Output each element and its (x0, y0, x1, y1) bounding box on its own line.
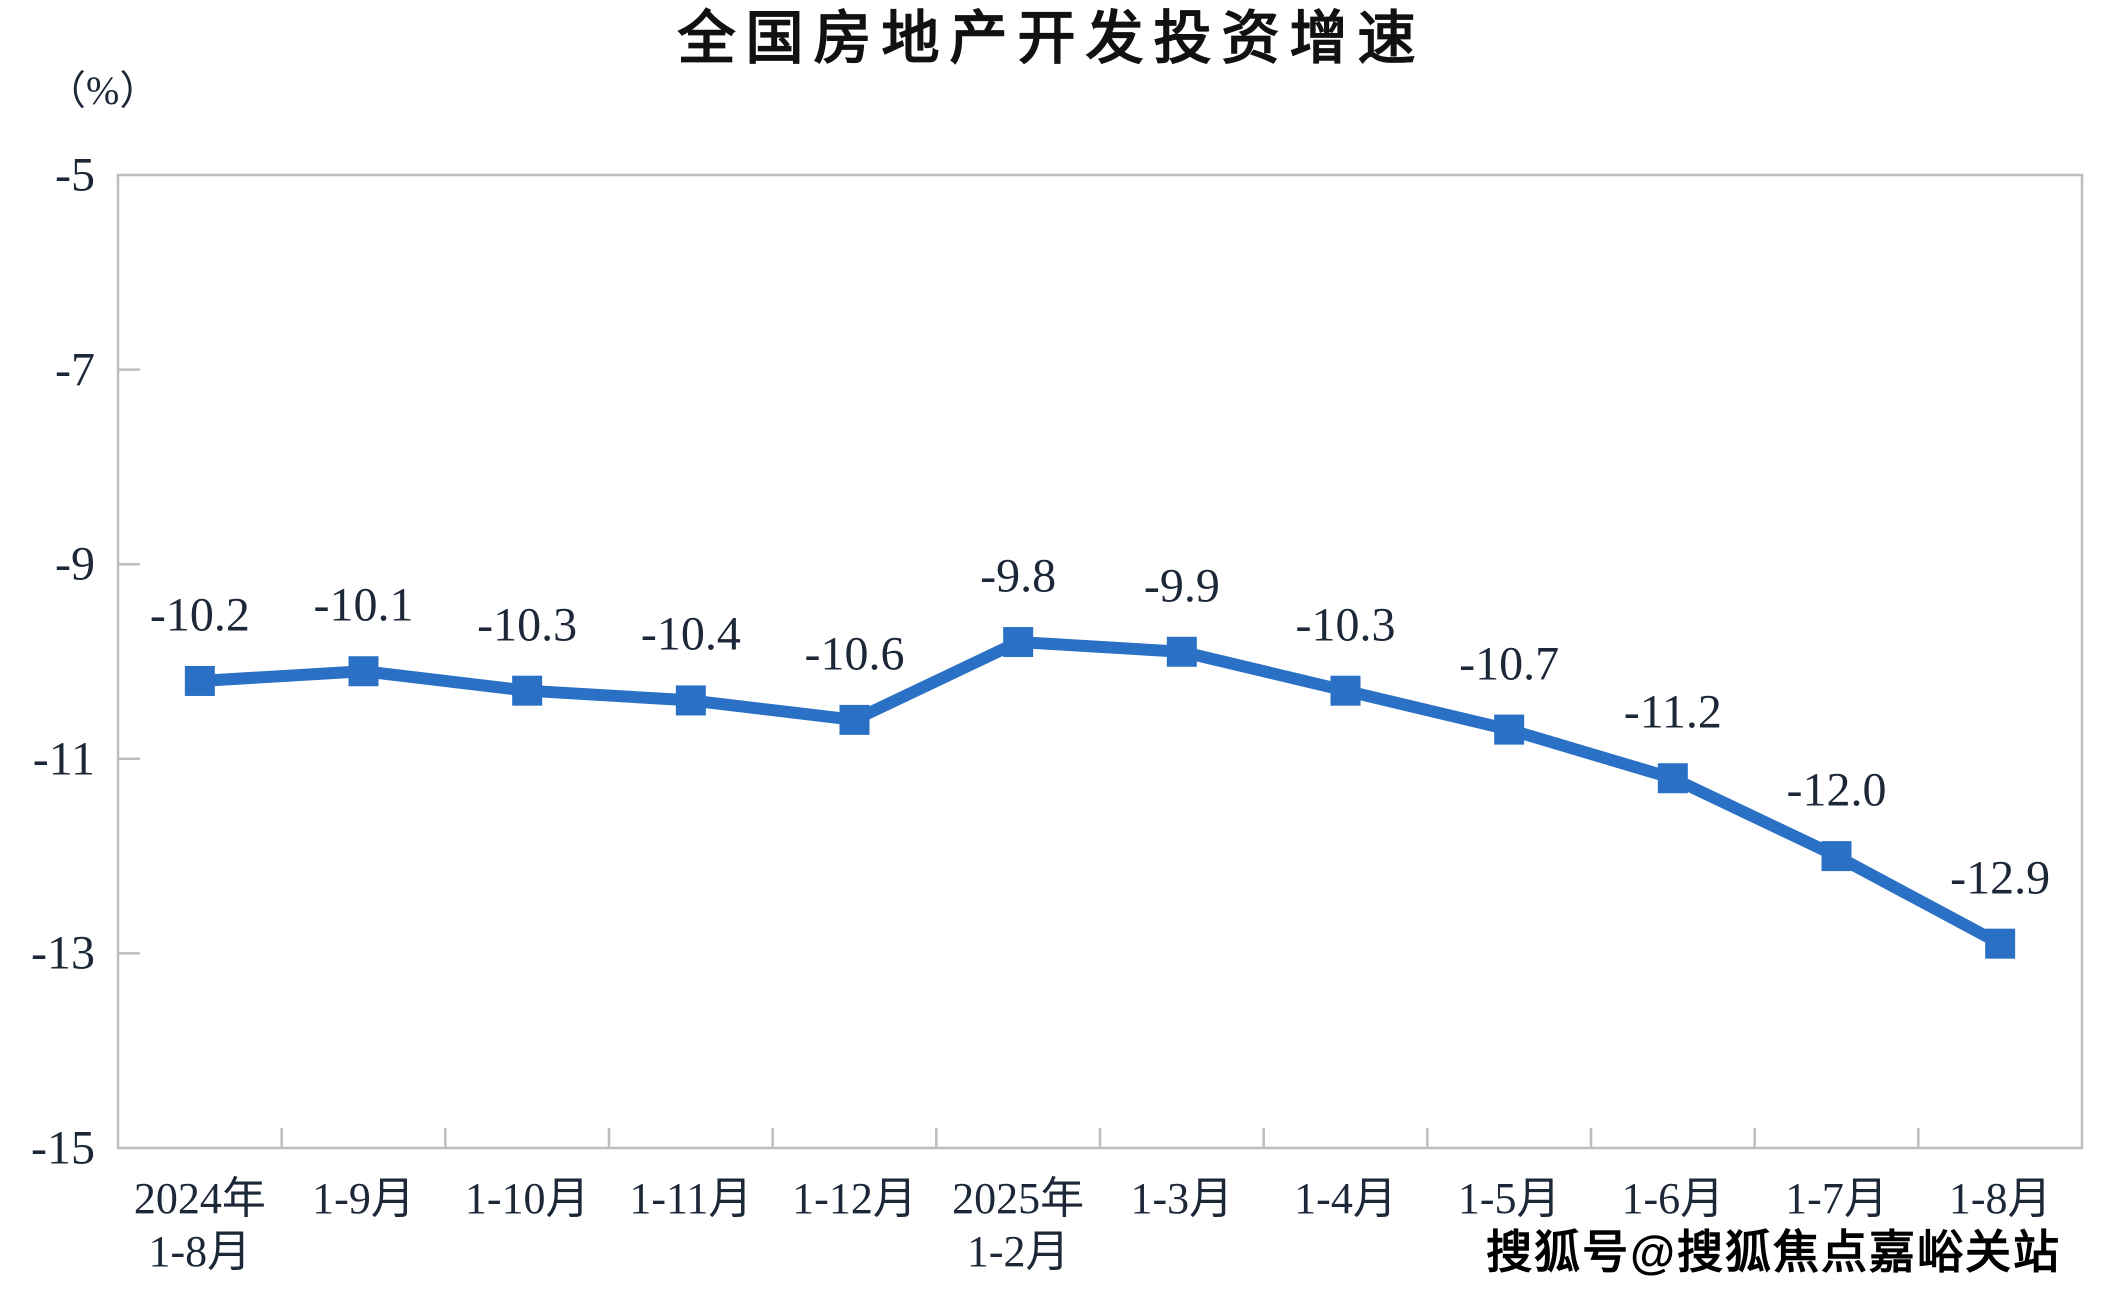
data-point-marker (1330, 675, 1361, 706)
y-axis-tick-label: -11 (32, 732, 95, 786)
data-point-label: -10.1 (313, 578, 414, 632)
x-axis-label: 1-8月 (1948, 1174, 2052, 1223)
data-point-marker (1494, 714, 1525, 745)
data-point-label: -11.2 (1623, 685, 1722, 739)
x-axis-label: 1-5月 (1457, 1174, 1561, 1223)
y-axis-unit-label: （%） (46, 68, 160, 113)
y-axis-tick-label: -15 (31, 1121, 95, 1175)
data-point-marker (839, 704, 870, 735)
x-axis-label: 1-4月 (1294, 1174, 1397, 1223)
x-axis-label: 1-11月 (629, 1174, 753, 1223)
data-point-marker (1003, 627, 1034, 658)
series-line (193, 636, 2007, 950)
y-axis-tick-label: -13 (31, 926, 95, 980)
data-point-label: -12.0 (1786, 763, 1887, 817)
x-axis-label: 2025年 1-2月 (952, 1174, 1085, 1276)
data-point-label: -10.2 (149, 588, 250, 642)
y-axis-tick-label: -5 (55, 148, 95, 202)
y-axis-tick-label: -7 (55, 343, 95, 397)
data-point-label: -10.6 (804, 627, 905, 681)
watermark-text: 搜狐号@搜狐焦点嘉峪关站 (1486, 1226, 2061, 1278)
plot-border (116, 173, 2084, 1150)
data-point-label: -9.9 (1143, 559, 1220, 613)
x-axis-label: 2024年 1-8月 (133, 1174, 266, 1276)
x-axis-label: 1-10月 (464, 1174, 590, 1223)
data-point-marker (1166, 636, 1197, 667)
data-point-label: -9.8 (980, 549, 1057, 603)
data-point-marker (675, 685, 706, 716)
data-point-label: -10.3 (477, 598, 578, 652)
data-point-label: -12.9 (1950, 851, 2051, 905)
data-point-marker (512, 675, 543, 706)
x-axis-label: 1-3月 (1130, 1174, 1234, 1223)
data-point-marker (1985, 928, 2016, 959)
data-point-marker (1657, 763, 1688, 794)
data-point-marker (1821, 841, 1852, 872)
x-axis-label: 1-7月 (1785, 1174, 1888, 1223)
x-axis-label: 1-9月 (312, 1174, 415, 1223)
data-point-label: -10.3 (1295, 598, 1396, 652)
chart-title: 全国房地产开发投资增速 (677, 6, 1426, 71)
x-axis-label: 1-12月 (792, 1174, 917, 1223)
data-point-marker (184, 665, 215, 696)
y-axis-tick-label: -9 (55, 537, 95, 591)
data-point-label: -10.7 (1459, 637, 1560, 691)
data-point-label: -10.4 (640, 607, 741, 661)
data-point-marker (348, 656, 379, 687)
x-axis-label: 1-6月 (1621, 1174, 1725, 1223)
